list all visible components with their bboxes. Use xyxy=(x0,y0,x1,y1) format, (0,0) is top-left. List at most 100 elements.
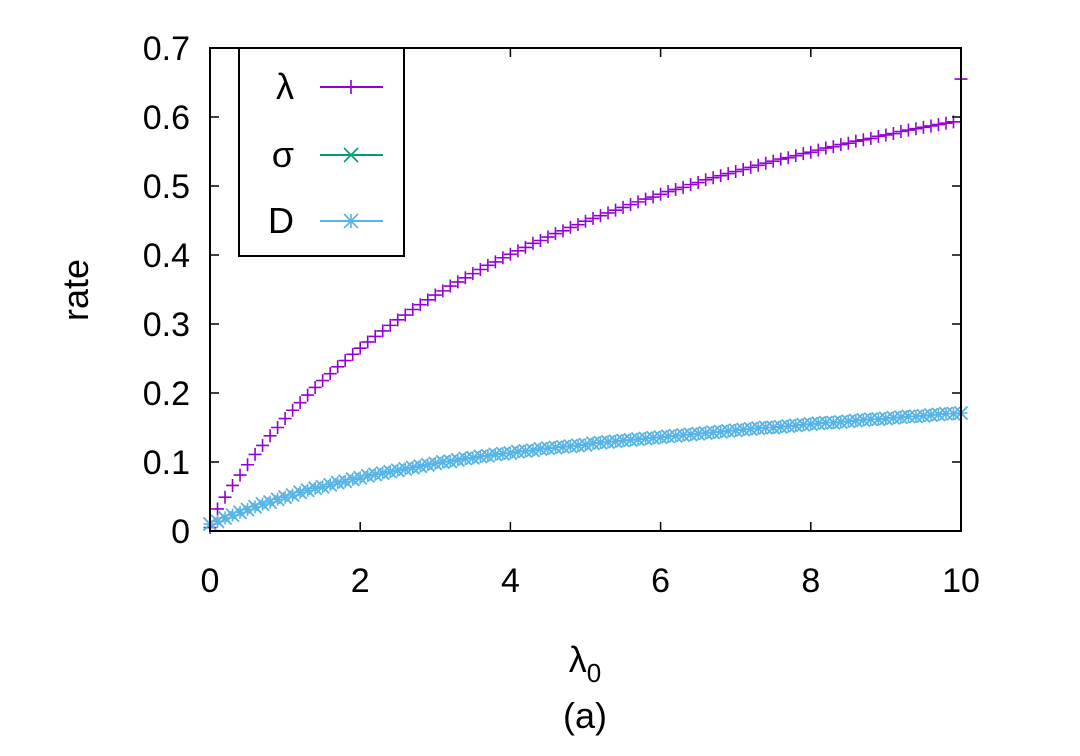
data-point xyxy=(916,120,930,134)
data-point xyxy=(360,468,375,483)
data-point xyxy=(908,409,924,424)
data-point xyxy=(330,475,345,490)
data-point xyxy=(579,214,592,228)
data-point xyxy=(600,434,616,450)
data-point xyxy=(923,408,939,423)
legend-marker xyxy=(343,147,359,163)
data-point xyxy=(300,483,315,498)
data-point xyxy=(383,464,398,479)
data-point xyxy=(796,417,811,432)
x-axis-label-subscript: 0 xyxy=(587,658,601,688)
data-point xyxy=(653,430,668,445)
data-point xyxy=(338,354,352,368)
data-point xyxy=(420,457,435,472)
data-point xyxy=(308,380,322,394)
legend-marker xyxy=(343,213,359,229)
data-point xyxy=(683,427,698,442)
data-point xyxy=(826,140,840,154)
data-point xyxy=(428,456,443,471)
data-point xyxy=(555,439,571,454)
x-axis-label: λ0 xyxy=(569,639,601,688)
y-tick-label: 0.6 xyxy=(143,99,190,137)
data-point xyxy=(886,127,900,141)
data-point xyxy=(526,236,540,250)
data-point xyxy=(263,494,278,510)
data-point xyxy=(886,410,901,425)
y-axis-label: rate xyxy=(55,259,96,321)
data-point xyxy=(345,472,360,487)
data-point xyxy=(450,452,465,467)
data-point xyxy=(256,438,270,452)
data-point xyxy=(398,308,412,322)
data-point xyxy=(736,162,750,176)
data-point xyxy=(570,438,586,453)
data-point xyxy=(721,423,736,439)
data-point xyxy=(811,416,826,431)
data-point xyxy=(488,447,503,462)
data-point xyxy=(736,422,751,437)
data-point xyxy=(346,347,360,361)
data-point xyxy=(473,262,487,276)
data-point xyxy=(563,220,577,234)
data-point xyxy=(263,429,277,443)
data-point xyxy=(758,420,773,435)
data-point xyxy=(225,508,240,523)
data-point xyxy=(706,425,721,440)
data-point xyxy=(819,141,833,155)
data-point xyxy=(788,418,803,433)
y-tick-label: 0.1 xyxy=(143,444,190,482)
data-point xyxy=(939,116,953,130)
data-point xyxy=(548,227,562,241)
data-point xyxy=(316,374,330,388)
data-point xyxy=(856,412,871,427)
data-point xyxy=(615,433,631,448)
data-point xyxy=(893,410,908,425)
data-point xyxy=(781,151,795,165)
data-point xyxy=(278,490,293,505)
data-point xyxy=(458,271,472,285)
data-point xyxy=(443,454,458,469)
data-point xyxy=(578,437,593,452)
data-point xyxy=(510,444,525,459)
data-point xyxy=(255,497,270,512)
data-point xyxy=(375,465,390,481)
data-point xyxy=(503,445,518,461)
data-point xyxy=(833,414,848,430)
data-point xyxy=(338,474,353,489)
data-point xyxy=(676,428,691,443)
data-point xyxy=(390,463,405,478)
data-point xyxy=(368,329,382,343)
data-point xyxy=(661,185,675,199)
legend-marker xyxy=(344,80,358,94)
legend-label: D xyxy=(268,200,294,241)
data-point xyxy=(563,439,578,454)
data-point xyxy=(654,187,668,201)
data-point xyxy=(413,459,428,474)
data-point xyxy=(594,209,608,223)
data-point xyxy=(766,154,780,168)
data-point xyxy=(743,421,758,436)
data-point xyxy=(706,171,720,185)
legend-label: λ xyxy=(276,66,294,107)
data-point xyxy=(759,156,773,170)
data-point xyxy=(518,443,533,459)
data-point xyxy=(924,119,938,133)
data-point xyxy=(353,341,367,355)
data-point xyxy=(931,118,945,132)
data-point xyxy=(601,206,615,220)
data-point xyxy=(232,505,248,520)
data-point xyxy=(556,224,570,238)
data-point xyxy=(525,443,540,458)
data-point xyxy=(391,313,405,327)
series-1 xyxy=(203,72,968,535)
data-point xyxy=(586,211,600,225)
data-point xyxy=(916,408,931,423)
data-point xyxy=(383,318,397,332)
x-tick-label: 0 xyxy=(201,562,220,600)
data-point xyxy=(241,458,255,472)
legend-label: σ xyxy=(272,134,294,175)
data-point xyxy=(271,421,285,434)
data-point xyxy=(661,429,676,444)
data-point xyxy=(323,477,338,492)
